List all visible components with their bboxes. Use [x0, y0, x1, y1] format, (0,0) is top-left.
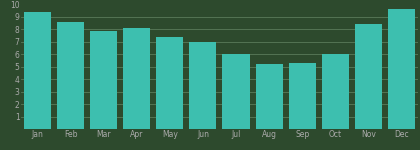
Bar — [156, 37, 184, 129]
Bar — [388, 9, 415, 129]
Bar — [57, 22, 84, 129]
Bar — [24, 12, 51, 129]
Bar — [255, 64, 283, 129]
Bar — [123, 28, 150, 129]
Bar — [289, 63, 316, 129]
Bar — [355, 24, 382, 129]
Bar — [90, 31, 117, 129]
Bar — [223, 54, 249, 129]
Bar — [189, 42, 216, 129]
Bar — [322, 54, 349, 129]
